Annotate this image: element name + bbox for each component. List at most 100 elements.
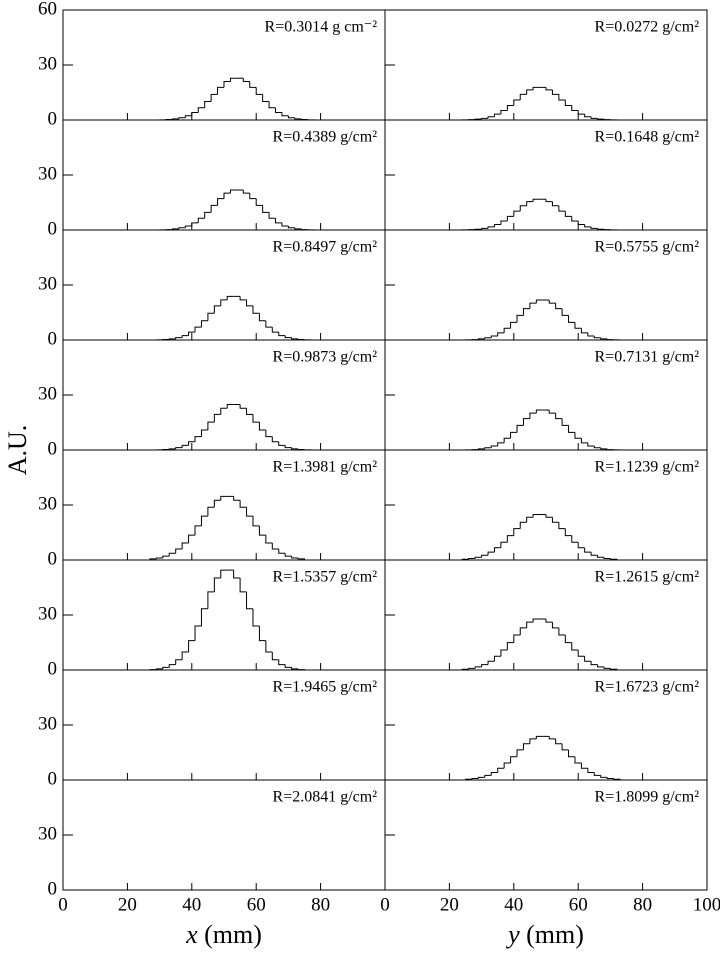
histogram-bin [213, 577, 221, 592]
x-tick-label: 0 [380, 894, 390, 915]
histogram-bin [513, 99, 521, 106]
histogram-bin [268, 212, 276, 219]
histogram-bin [577, 650, 585, 657]
histogram-bin [477, 776, 485, 779]
histogram-bin [522, 308, 530, 316]
annotation: R=0.3014 g cm⁻² [265, 19, 378, 36]
histogram-bin [516, 314, 524, 323]
annotation: R=0.9873 g/cm² [273, 349, 378, 366]
histogram-bin [168, 552, 176, 557]
histogram-bin [258, 313, 266, 322]
histogram-bin [571, 535, 579, 543]
annotation: R=0.7131 g/cm² [595, 349, 700, 366]
histogram-bin [548, 300, 556, 304]
histogram-bin [191, 111, 199, 116]
histogram-bin [291, 447, 299, 450]
histogram-bin [207, 591, 215, 609]
histogram-bin [471, 778, 479, 780]
histogram-bin [500, 649, 508, 657]
y-tick-label: 30 [38, 273, 57, 294]
histogram-bin [555, 738, 563, 745]
annotation: R=0.8497 g/cm² [273, 239, 378, 256]
histogram-bin [526, 621, 534, 628]
histogram-bin [600, 337, 608, 340]
histogram-bin [175, 337, 183, 339]
histogram-bin [584, 224, 592, 228]
histogram-bin [555, 413, 563, 420]
histogram-bin [287, 225, 295, 229]
histogram-bin [500, 220, 508, 225]
histogram-bin [564, 100, 572, 107]
histogram-bin [477, 338, 485, 340]
histogram-bin [532, 514, 540, 518]
histogram-bin [558, 205, 566, 212]
histogram-bin [603, 557, 611, 560]
histogram-bin [532, 86, 540, 90]
histogram-bin [226, 404, 234, 409]
histogram-bin [175, 548, 183, 554]
y-tick-label: 30 [38, 493, 57, 514]
histogram-bin [574, 432, 582, 439]
histogram-bin [217, 86, 224, 95]
y-tick-label: 0 [48, 658, 58, 679]
histogram-bin [516, 424, 524, 433]
histogram-bin [246, 591, 253, 610]
histogram-bin [220, 569, 228, 578]
histogram-bin [519, 627, 527, 635]
histogram-bin [590, 552, 598, 556]
histogram-bin [181, 542, 189, 549]
histogram-bin [522, 418, 530, 426]
histogram-bin [513, 210, 521, 217]
histogram-bin [210, 204, 218, 213]
histogram-bin [184, 115, 192, 118]
y-axis-label: A.U. [3, 425, 32, 476]
histogram-bin [532, 198, 540, 202]
histogram-bin [162, 666, 170, 669]
histogram-bin [271, 652, 279, 661]
histogram-bin [529, 412, 537, 419]
histogram-bin [535, 735, 543, 739]
histogram-bin [249, 193, 257, 200]
histogram-bin [597, 555, 604, 558]
histogram-bin [493, 113, 501, 117]
histogram-bin [500, 109, 508, 115]
y-tick-label: 0 [48, 548, 58, 569]
histogram-bin [297, 448, 305, 450]
x-tick-label: 60 [569, 894, 588, 915]
y-tick-label: 30 [38, 53, 57, 74]
histogram-bin [294, 117, 302, 120]
histogram-bin [207, 421, 215, 431]
histogram-bin [194, 326, 202, 333]
histogram-bin [242, 190, 250, 194]
histogram-bin [503, 327, 511, 333]
histogram-bin [200, 608, 208, 626]
histogram-bin [271, 327, 279, 333]
y-tick-label: 30 [38, 603, 57, 624]
y-tick-label: 30 [38, 383, 57, 404]
histogram-bin [510, 756, 518, 763]
histogram-bin [252, 608, 260, 627]
histogram-bin [474, 118, 482, 120]
histogram-bin [178, 117, 186, 119]
histogram-bin [516, 749, 524, 757]
x-tick-label: 20 [440, 894, 459, 915]
histogram-bin [474, 666, 482, 669]
histogram-bin [597, 228, 604, 230]
histogram-bin [519, 205, 527, 212]
histogram-bin [587, 768, 595, 773]
histogram-bin [278, 659, 286, 666]
histogram-bin [481, 117, 489, 120]
histogram-bin [171, 228, 179, 230]
y-tick-label: 30 [38, 823, 57, 844]
histogram-bin [220, 299, 228, 306]
histogram-bin [207, 312, 215, 321]
histogram-bin [474, 556, 482, 559]
histogram-bin [168, 664, 176, 668]
histogram-bin [246, 507, 253, 517]
histogram-bin [580, 762, 588, 769]
histogram-bin [590, 661, 598, 666]
histogram-bin [529, 302, 537, 309]
histogram-bin [510, 431, 518, 439]
histogram-bin [188, 534, 196, 543]
